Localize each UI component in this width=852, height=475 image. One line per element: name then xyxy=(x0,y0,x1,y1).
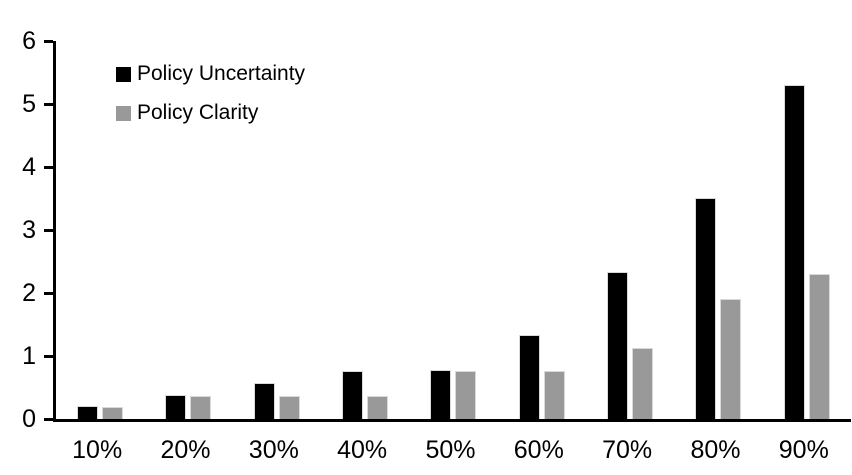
y-tick xyxy=(44,291,53,295)
bar-policy-uncertainty xyxy=(165,395,187,419)
bar-policy-uncertainty xyxy=(253,383,275,419)
plot-area xyxy=(53,41,851,422)
x-category-label: 70% xyxy=(602,436,653,464)
x-category-label: 90% xyxy=(778,436,829,464)
bar-policy-uncertainty xyxy=(695,198,717,419)
category-group xyxy=(763,41,851,419)
bar-policy-uncertainty xyxy=(518,335,540,419)
y-tick xyxy=(44,228,53,232)
legend-label: Policy Uncertainty xyxy=(137,62,306,85)
bar-policy-clarity xyxy=(543,371,565,419)
legend-item: Policy Clarity xyxy=(116,101,305,125)
x-category-label: 40% xyxy=(337,436,388,464)
category-group xyxy=(409,41,497,419)
y-tick xyxy=(44,39,53,43)
bars-container xyxy=(56,41,851,419)
y-tick-label: 5 xyxy=(22,90,36,118)
category-group xyxy=(498,41,586,419)
legend-swatch-icon xyxy=(116,105,131,121)
bar-policy-clarity xyxy=(455,371,477,419)
category-group xyxy=(233,41,321,419)
bar-policy-clarity xyxy=(367,396,389,419)
y-tick xyxy=(44,102,53,106)
legend-label: Policy Clarity xyxy=(137,101,259,124)
x-category-label: 10% xyxy=(72,436,123,464)
y-tick-label: 2 xyxy=(22,279,36,307)
bar-policy-uncertainty xyxy=(783,85,805,419)
y-tick-label: 3 xyxy=(22,216,36,244)
category-group xyxy=(144,41,232,419)
y-tick xyxy=(44,354,53,358)
x-category-label: 30% xyxy=(248,436,299,464)
bar-policy-clarity xyxy=(632,348,654,419)
y-tick-label: 1 xyxy=(22,342,36,370)
legend: Policy Uncertainty Policy Clarity xyxy=(116,62,305,140)
y-tick xyxy=(44,417,53,421)
bar-policy-uncertainty xyxy=(77,406,99,419)
category-group xyxy=(321,41,409,419)
legend-item: Policy Uncertainty xyxy=(116,62,305,86)
bar-policy-clarity xyxy=(190,396,212,419)
bar-policy-uncertainty xyxy=(607,272,629,419)
bar-policy-clarity xyxy=(102,407,124,419)
category-group xyxy=(674,41,762,419)
legend-swatch-icon xyxy=(116,66,131,82)
y-tick-label: 6 xyxy=(22,27,36,55)
category-group xyxy=(586,41,674,419)
x-category-label: 50% xyxy=(425,436,476,464)
y-tick-label: 0 xyxy=(22,405,36,433)
bar-policy-uncertainty xyxy=(430,370,452,419)
bar-policy-clarity xyxy=(720,299,742,419)
x-category-label: 20% xyxy=(160,436,211,464)
y-tick xyxy=(44,165,53,169)
bar-policy-clarity xyxy=(808,274,830,419)
x-axis-labels: 10% 20% 30% 40% 50% 60% 70% 80% 90% xyxy=(53,436,848,465)
category-group xyxy=(56,41,144,419)
x-category-label: 60% xyxy=(513,436,564,464)
y-tick-label: 4 xyxy=(22,153,36,181)
bar-policy-clarity xyxy=(278,396,300,419)
bar-policy-uncertainty xyxy=(342,371,364,419)
x-category-label: 80% xyxy=(690,436,741,464)
